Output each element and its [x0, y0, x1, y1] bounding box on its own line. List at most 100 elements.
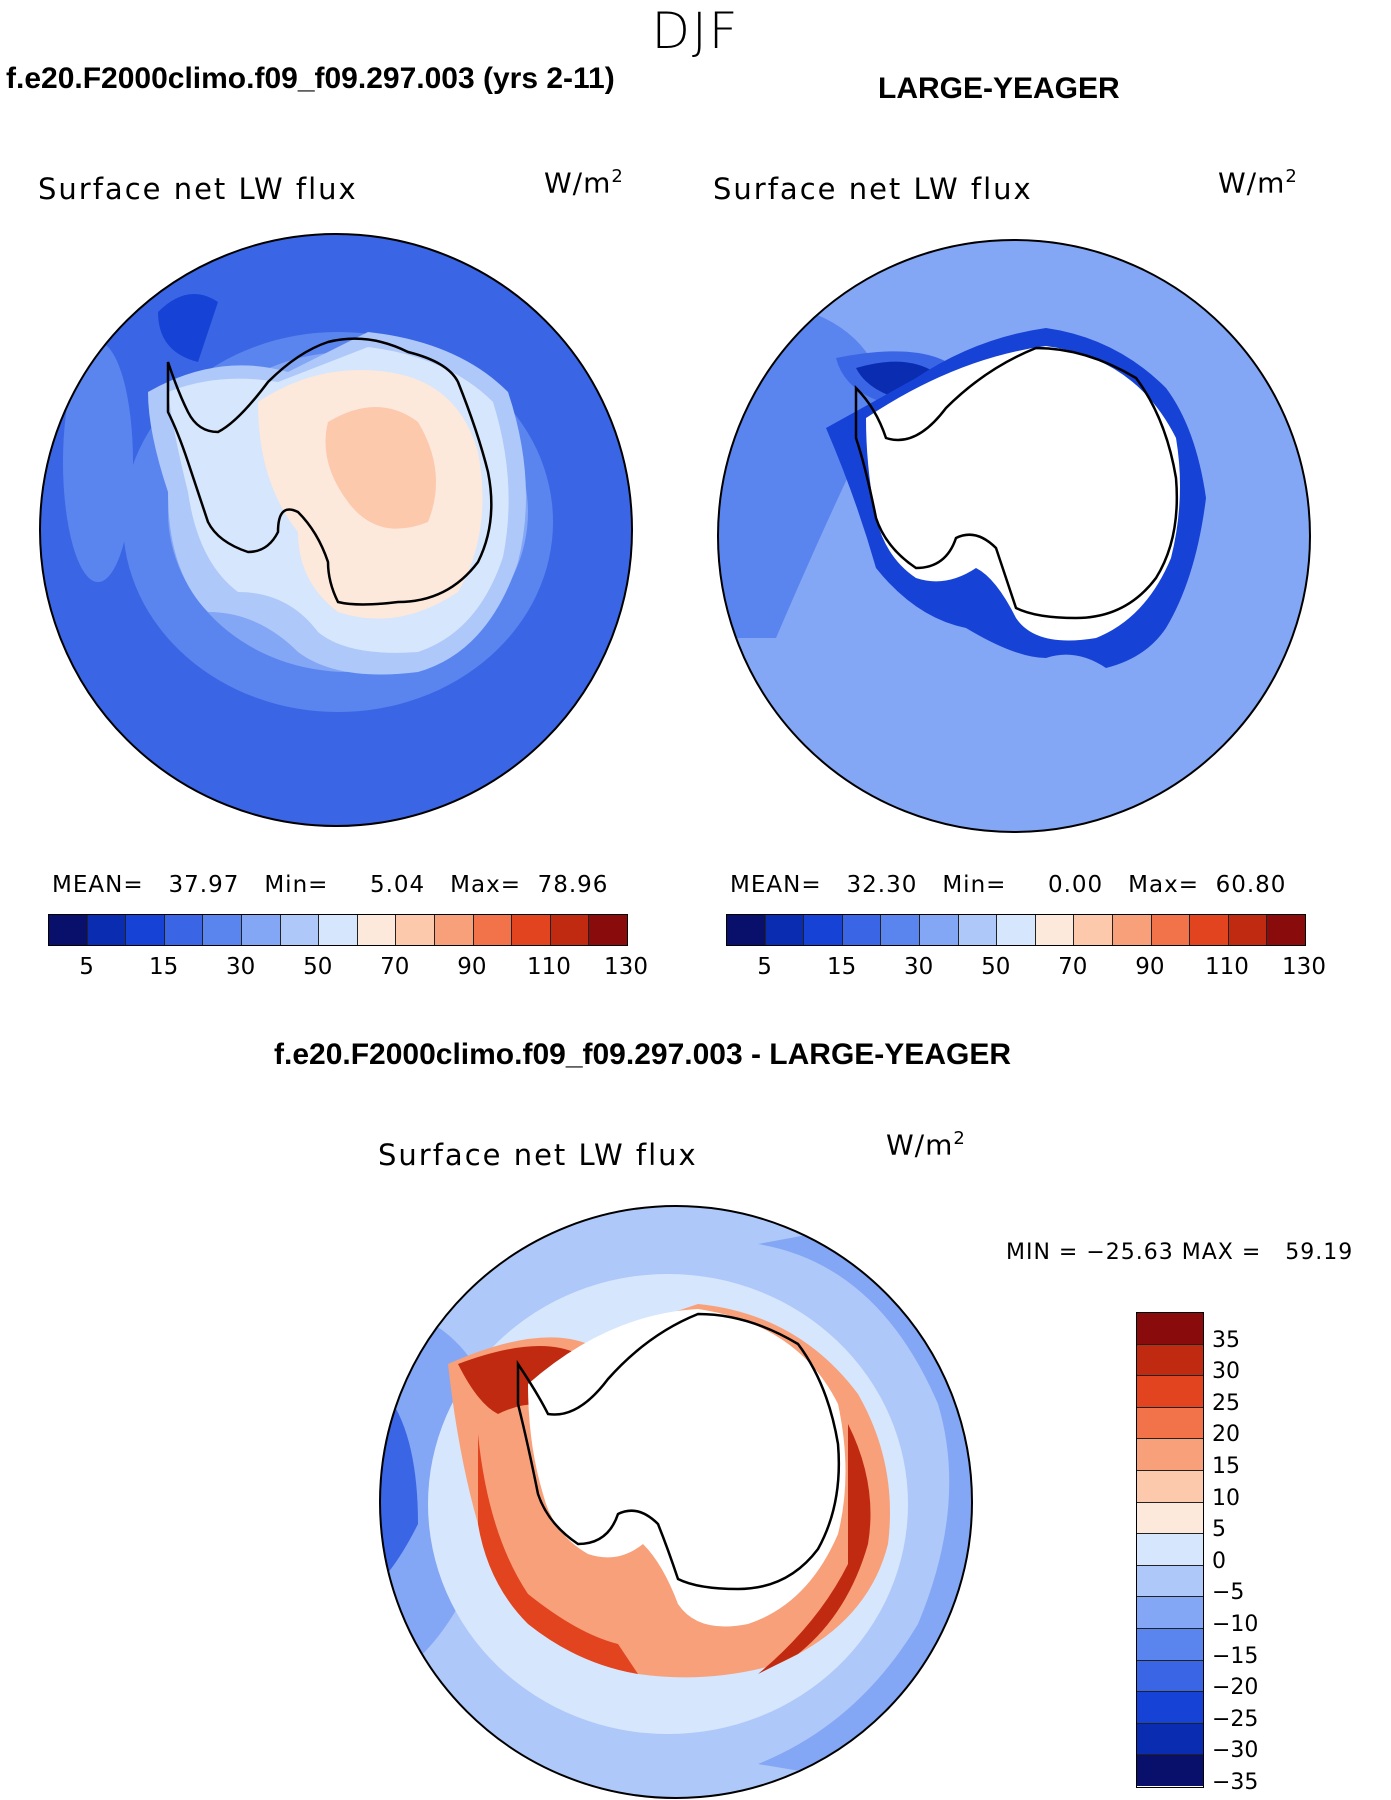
left-colorbar	[48, 914, 628, 946]
diff-units-exp: 2	[953, 1128, 966, 1149]
colorbar-swatch	[1137, 1534, 1203, 1566]
diff-stats: MIN = −25.63 MAX = 59.19	[1006, 1240, 1354, 1265]
colorbar-tick-label: −15	[1212, 1643, 1259, 1669]
right-max-value: 60.80	[1215, 872, 1287, 898]
right-units-base: W/m	[1218, 166, 1286, 200]
colorbar-swatch	[1228, 915, 1268, 945]
season-title: DJF	[651, 2, 740, 60]
colorbar-tick-label: 30	[1212, 1359, 1240, 1385]
left-variable-label: Surface net LW flux	[38, 172, 358, 206]
right-polar-map	[717, 239, 1311, 833]
colorbar-tick-label: 15	[148, 954, 179, 980]
colorbar-swatch	[1137, 1470, 1203, 1503]
colorbar-tick-label: −35	[1212, 1770, 1259, 1795]
colorbar-swatch	[434, 915, 474, 945]
map-boundary	[379, 1205, 973, 1799]
colorbar-tick-label: −20	[1212, 1675, 1259, 1701]
colorbar-tick-label: 5	[1212, 1517, 1226, 1543]
left-min-value: 5.04	[369, 872, 426, 898]
colorbar-swatch	[1137, 1439, 1203, 1471]
colorbar-swatch	[164, 915, 204, 945]
right-case-title: LARGE-YEAGER	[878, 72, 1120, 105]
colorbar-swatch	[550, 915, 590, 945]
colorbar-swatch	[1137, 1376, 1203, 1408]
colorbar-swatch	[1267, 915, 1305, 945]
colorbar-swatch	[319, 915, 358, 945]
colorbar-swatch	[357, 915, 397, 945]
colorbar-swatch	[997, 915, 1036, 945]
right-colorbar	[726, 914, 1306, 946]
left-mean-value: 37.97	[168, 872, 240, 898]
right-units: W/m2	[1218, 166, 1298, 199]
left-case-title: f.e20.F2000climo.f09_f09.297.003 (yrs 2-…	[6, 62, 615, 95]
colorbar-swatch	[241, 915, 281, 945]
colorbar-swatch	[126, 915, 165, 945]
right-min-value: 0.00	[1047, 872, 1104, 898]
colorbar-tick-label: 90	[457, 954, 487, 980]
colorbar-tick-label: 25	[1212, 1390, 1240, 1416]
colorbar-tick-label: 35	[1212, 1327, 1240, 1353]
colorbar-swatch	[1137, 1755, 1203, 1786]
colorbar-tick-label: 50	[303, 954, 333, 980]
colorbar-tick-label: 50	[981, 954, 1011, 980]
colorbar-tick-label: 30	[226, 954, 256, 980]
right-mean-value: 32.30	[846, 872, 918, 898]
ocean-field	[758, 1206, 972, 1798]
colorbar-tick-label: 5	[757, 954, 772, 980]
colorbar-swatch	[1137, 1723, 1203, 1756]
colorbar-swatch	[1137, 1692, 1203, 1724]
colorbar-tick-label: 15	[1212, 1454, 1240, 1479]
right-min-label: Min=	[942, 872, 1007, 898]
colorbar-swatch	[1137, 1660, 1203, 1693]
left-units: W/m2	[544, 166, 624, 199]
coastline	[166, 337, 493, 606]
left-units-base: W/m	[544, 166, 612, 200]
colorbar-swatch	[473, 915, 513, 945]
diff-case-title: f.e20.F2000climo.f09_f09.297.003 - LARGE…	[274, 1038, 1011, 1071]
diff-colorbar-labels: 35 30 25 20 15 10 5 0 −5 −10 −15 −20 −25 −30 −35	[1212, 1312, 1302, 1795]
left-stats: MEAN= 37.97 Min= 5.04 Max= 78.96	[52, 872, 608, 898]
colorbar-tick-label: −10	[1212, 1612, 1259, 1637]
diff-variable-label: Surface net LW flux	[378, 1138, 698, 1172]
colorbar-tick-label: −5	[1212, 1580, 1245, 1606]
colorbar-swatch	[1137, 1597, 1203, 1629]
map-boundary	[717, 239, 1311, 833]
colorbar-swatch	[1112, 915, 1152, 945]
ocean-field	[158, 294, 218, 362]
colorbar-swatch	[1190, 915, 1229, 945]
map-boundary	[39, 233, 633, 827]
right-stats: MEAN= 32.30 Min= 0.00 Max= 60.80	[730, 872, 1286, 898]
diff-units-base: W/m	[886, 1128, 954, 1162]
coastline	[516, 1312, 841, 1591]
left-min-label: Min=	[264, 872, 329, 898]
colorbar-tick-label: 0	[1212, 1548, 1226, 1574]
colorbar-swatch	[1137, 1502, 1203, 1535]
no-data-land-mask	[866, 346, 1180, 641]
colorbar-tick-label: 20	[1212, 1422, 1240, 1448]
colorbar-tick-label: 130	[604, 954, 648, 980]
colorbar-swatch	[280, 915, 320, 945]
left-max-value: 78.96	[537, 872, 609, 898]
colorbar-swatch	[1035, 915, 1075, 945]
colorbar-swatch	[49, 915, 88, 945]
diff-hot-spot	[478, 1434, 638, 1674]
colorbar-tick-label: 70	[1058, 954, 1088, 980]
right-mean-label: MEAN=	[730, 872, 822, 898]
colorbar-tick-label: 110	[526, 954, 571, 980]
antarctic-land	[325, 407, 436, 529]
colorbar-swatch	[804, 915, 843, 945]
left-mean-label: MEAN=	[52, 872, 144, 898]
colorbar-swatch	[842, 915, 882, 945]
no-data-land-mask	[528, 1309, 846, 1627]
colorbar-swatch	[1137, 1628, 1203, 1661]
colorbar-swatch	[1074, 915, 1113, 945]
colorbar-tick-label: −25	[1212, 1706, 1259, 1732]
colorbar-swatch	[589, 915, 627, 945]
ocean-field	[63, 342, 133, 582]
coastline	[854, 346, 1179, 620]
colorbar-swatch	[512, 915, 551, 945]
right-units-exp: 2	[1285, 166, 1298, 187]
colorbar-tick-label: 130	[1282, 954, 1326, 980]
colorbar-swatch	[1151, 915, 1191, 945]
diff-hot-spot	[758, 1424, 871, 1674]
